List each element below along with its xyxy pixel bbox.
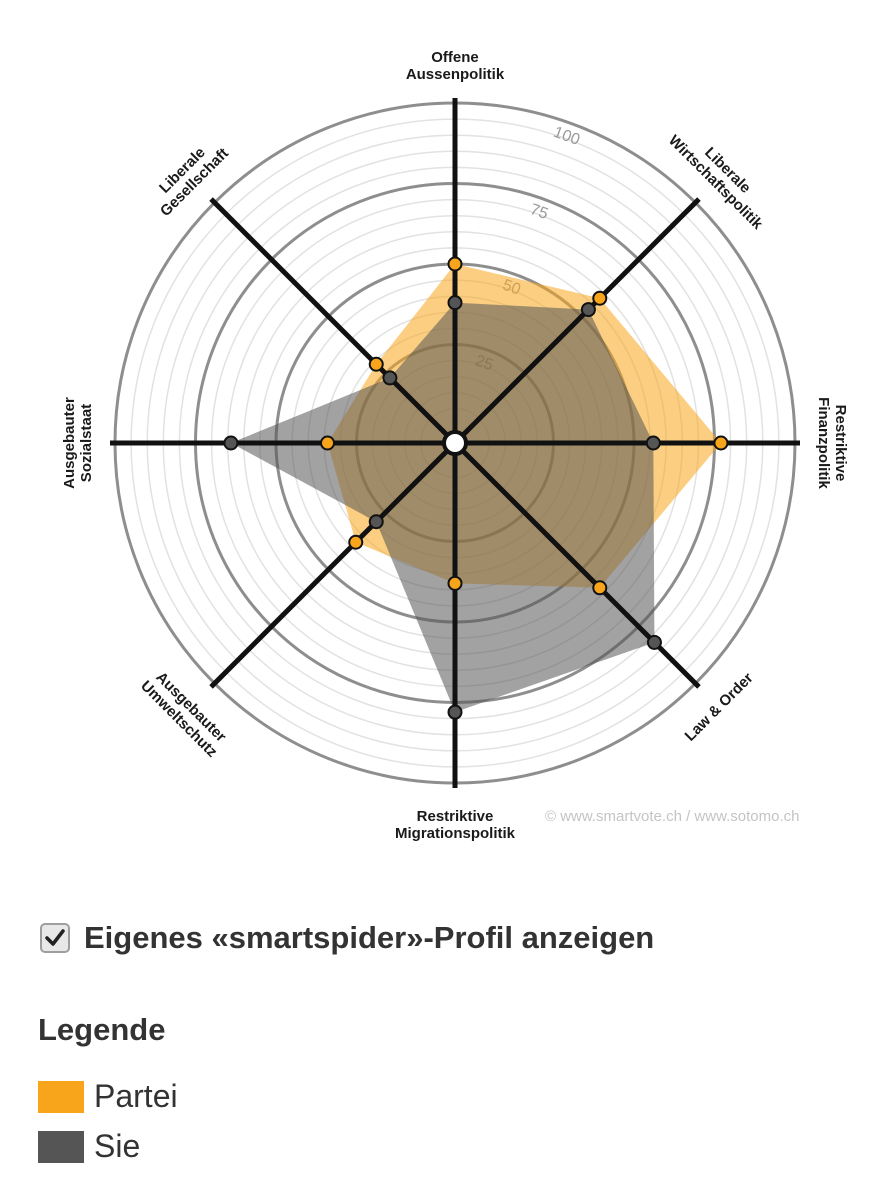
series-area-sie: [230, 302, 655, 713]
checkmark-icon: [45, 929, 65, 946]
axis-label: AusgebauterSozialstaat: [61, 397, 95, 489]
own-profile-toggle[interactable]: Eigenes «smartspider»-Profil anzeigen: [40, 920, 654, 956]
tick-label: 75: [528, 201, 551, 223]
legend-item-sie: Sie: [38, 1128, 140, 1165]
point-partei: [447, 575, 463, 591]
point-partei: [320, 435, 336, 451]
legend-label-partei: Partei: [94, 1078, 178, 1114]
point-partei: [348, 534, 364, 550]
axis-label: Restriktive Migrationspolitik: [395, 808, 516, 842]
legend-title: Legende: [38, 1012, 166, 1047]
own-profile-label: Eigenes «smartspider»-Profil anzeigen: [84, 920, 655, 955]
point-sie: [646, 634, 662, 650]
tick-label: 100: [551, 124, 582, 149]
point-sie: [223, 435, 239, 451]
legend-item-partei: Partei: [38, 1078, 178, 1115]
point-sie: [447, 295, 463, 311]
point-sie: [382, 370, 398, 386]
center-hub: [442, 430, 468, 456]
point-partei: [368, 356, 384, 372]
point-sie: [580, 302, 596, 318]
axis-line: [209, 441, 457, 689]
point-sie: [368, 514, 384, 530]
legend-swatch-partei: [38, 1080, 84, 1113]
smartspider-chart: 255075100OffeneAussenpolitikLiberaleWirt…: [61, 49, 849, 842]
point-partei: [713, 435, 729, 451]
point-partei: [592, 290, 608, 306]
axis-label: RestriktiveFinanzpolitik: [815, 397, 849, 489]
own-profile-checkbox[interactable]: [40, 923, 70, 953]
point-partei: [447, 256, 463, 272]
legend-swatch-sie: [38, 1130, 84, 1163]
point-partei: [592, 580, 608, 596]
copyright-notice: © www.smartvote.ch / www.sotomo.ch: [545, 808, 800, 825]
axis-line: [453, 197, 701, 445]
point-sie: [447, 704, 463, 720]
axis-line: [209, 197, 457, 445]
legend-label-sie: Sie: [94, 1128, 141, 1164]
point-sie: [645, 435, 661, 451]
axis-label: Offene Aussenpolitik: [406, 49, 505, 83]
